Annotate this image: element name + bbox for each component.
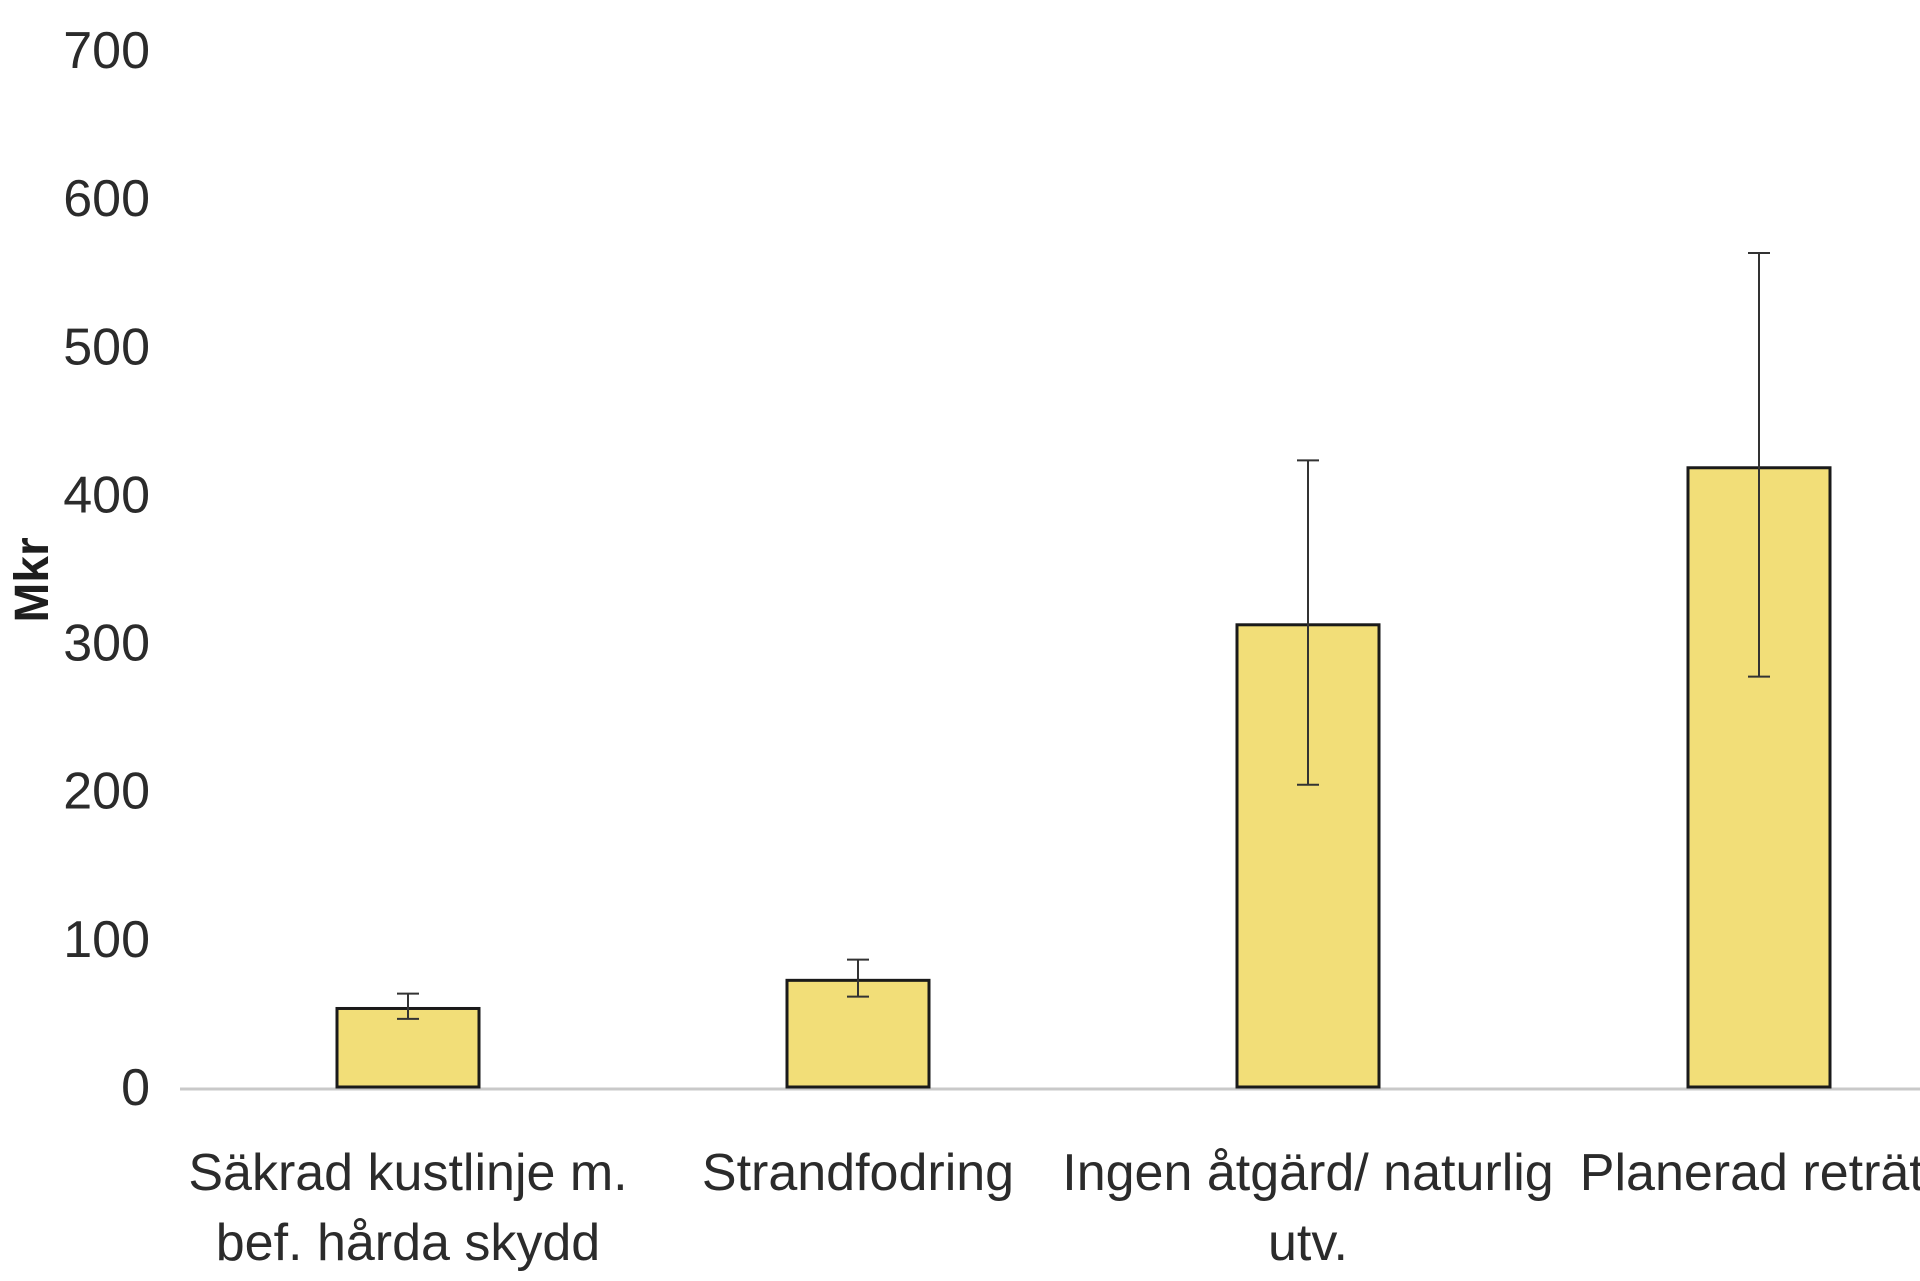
y-tick-label: 100 [63, 911, 150, 969]
bars [335, 466, 1832, 1089]
error-bar [397, 992, 419, 1020]
x-category-label: Säkrad kustlinje m. bef. hårda skydd [188, 1144, 627, 1272]
x-category-label-line: Strandfodring [702, 1144, 1014, 1202]
error-bar [1748, 251, 1770, 678]
y-tick-label: 400 [63, 466, 150, 524]
error-bar [1297, 459, 1319, 786]
y-tick-label: 500 [63, 318, 150, 376]
bar [335, 1006, 481, 1089]
x-category-label-line: Planerad reträtt [1580, 1144, 1920, 1202]
x-axis-categories: Säkrad kustlinje m. bef. hårda skydd Stran… [188, 1144, 1920, 1272]
y-tick-label: 200 [63, 763, 150, 821]
y-axis-ticks: 0 100 200 300 400 500 600 700 [63, 22, 150, 1117]
x-category-label-line: utv. [1268, 1214, 1348, 1272]
x-category-label-line: Säkrad kustlinje m. [188, 1144, 627, 1202]
error-bar [847, 958, 869, 998]
bar [785, 978, 931, 1089]
y-tick-label: 600 [63, 170, 150, 228]
x-category-label-line: bef. hårda skydd [216, 1214, 600, 1272]
y-tick-label: 0 [121, 1059, 150, 1117]
y-tick-label: 300 [63, 615, 150, 673]
x-category-label: Planerad reträtt [1580, 1144, 1920, 1202]
y-tick-label: 700 [63, 22, 150, 80]
error-bars [397, 251, 1770, 1020]
x-category-label: Strandfodring [702, 1144, 1014, 1202]
y-axis-label: Mkr [6, 537, 59, 622]
x-category-label: Ingen åtgärd/ naturlig utv. [1062, 1144, 1553, 1272]
x-category-label-line: Ingen åtgärd/ naturlig [1062, 1144, 1553, 1202]
